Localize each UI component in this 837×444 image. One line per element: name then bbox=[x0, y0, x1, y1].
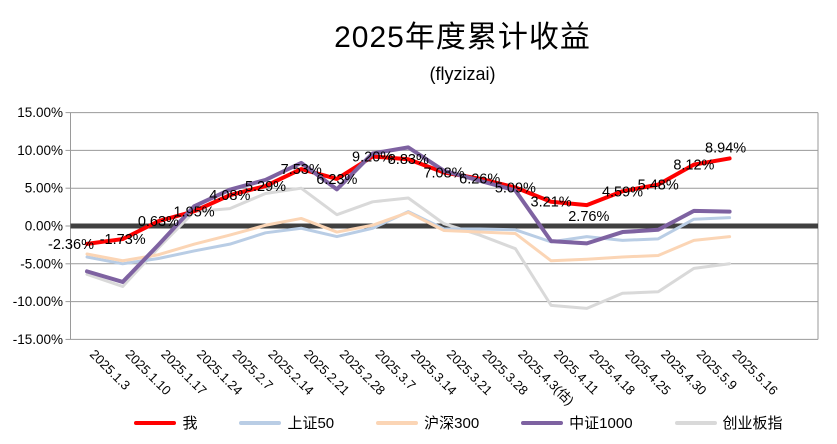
legend-line-swatch-csi1000 bbox=[521, 420, 564, 425]
data-label-我: 7.53% bbox=[281, 162, 322, 178]
legend-line-swatch-chinext bbox=[674, 420, 717, 425]
legend-item-csi300: 沪深300 bbox=[376, 412, 479, 433]
data-label-我: 7.08% bbox=[423, 165, 464, 181]
series-line-我 bbox=[85, 154, 732, 246]
legend-item-me: 我 bbox=[134, 412, 197, 433]
series-line-沪深300 bbox=[85, 210, 732, 263]
data-label-我: 1.95% bbox=[174, 204, 215, 220]
data-label-我: 6.23% bbox=[316, 172, 357, 188]
data-label-我: -2.36% bbox=[48, 237, 94, 253]
legend-item-chinext: 创业板指 bbox=[674, 412, 783, 433]
y-axis-label: -10.00% bbox=[13, 294, 63, 309]
y-axis-label: -15.00% bbox=[13, 332, 63, 347]
data-label-我: 5.29% bbox=[245, 179, 286, 195]
legend-label-sse50: 上证50 bbox=[287, 415, 335, 432]
legend-label-csi300: 沪深300 bbox=[424, 415, 480, 432]
data-label-我: 4.59% bbox=[602, 184, 643, 200]
data-label-我: 3.21% bbox=[531, 195, 572, 211]
chart-title: 2025年度累计收益 bbox=[334, 21, 591, 54]
series-line-中证1000 bbox=[85, 145, 732, 284]
data-label-我: 5.09% bbox=[495, 181, 536, 197]
y-axis-label: 10.00% bbox=[17, 143, 63, 158]
y-axis-label: -5.00% bbox=[20, 256, 63, 271]
legend-line-swatch-csi300 bbox=[376, 420, 419, 425]
legend-label-me: 我 bbox=[182, 415, 198, 432]
data-label-我: 8.12% bbox=[673, 158, 714, 174]
y-axis-label: 0.00% bbox=[25, 219, 63, 234]
x-axis-label: 2025.5.16 bbox=[729, 347, 781, 399]
chart-subtitle: (flyzizai) bbox=[429, 64, 496, 84]
legend-label-csi1000: 中证1000 bbox=[569, 415, 633, 432]
legend-item-sse50: 上证50 bbox=[239, 412, 334, 433]
legend-label-chinext: 创业板指 bbox=[722, 415, 783, 432]
y-axis-label: 15.00% bbox=[17, 105, 63, 120]
y-axis-label: 5.00% bbox=[25, 181, 63, 196]
data-label-我: 8.94% bbox=[705, 140, 746, 156]
data-label-我: 6.26% bbox=[459, 172, 500, 188]
data-label-我: 4.08% bbox=[209, 188, 250, 204]
data-label-我: 0.63% bbox=[138, 214, 179, 230]
data-label-我: 9.20% bbox=[352, 149, 393, 165]
data-label-我: 5.48% bbox=[638, 178, 679, 194]
data-label-我: 8.83% bbox=[388, 152, 429, 168]
chart-legend: 我 上证50 沪深300 中证1000 创业板指 bbox=[0, 412, 837, 433]
legend-line-swatch-me bbox=[134, 420, 177, 425]
legend-item-csi1000: 中证1000 bbox=[521, 412, 633, 433]
legend-line-swatch-sse50 bbox=[239, 420, 282, 425]
data-label-我: 2.76% bbox=[568, 209, 609, 225]
data-label-我: -1.73% bbox=[100, 232, 146, 248]
